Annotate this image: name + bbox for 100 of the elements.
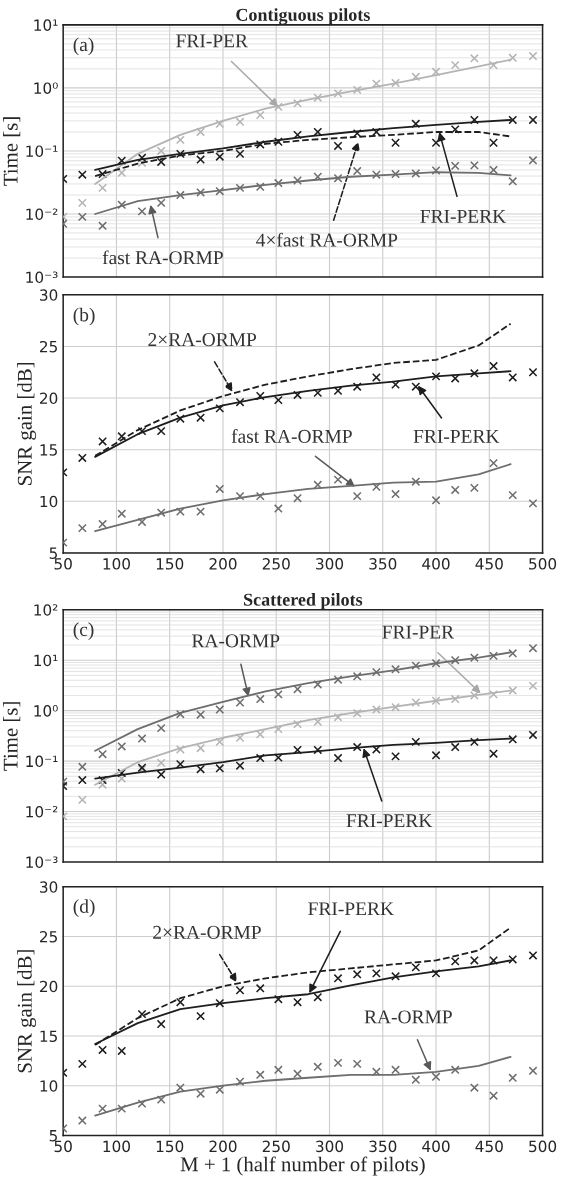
point bbox=[293, 684, 302, 694]
point bbox=[196, 743, 206, 753]
point bbox=[313, 388, 323, 398]
point bbox=[352, 85, 362, 95]
chart-title: Contiguous pilots bbox=[236, 8, 370, 25]
point bbox=[137, 1099, 147, 1109]
point bbox=[77, 762, 87, 772]
point bbox=[508, 115, 518, 125]
point bbox=[391, 78, 400, 88]
point bbox=[450, 374, 460, 383]
point bbox=[156, 1019, 166, 1029]
point bbox=[528, 155, 538, 165]
x-tick-label: 350 bbox=[369, 558, 397, 570]
y-tick-label: 10 bbox=[40, 495, 58, 508]
point bbox=[175, 759, 185, 769]
point bbox=[313, 992, 323, 1002]
point bbox=[528, 681, 538, 691]
point bbox=[156, 1095, 166, 1105]
point bbox=[411, 962, 421, 972]
x-tick-label: 100 bbox=[103, 558, 130, 570]
point bbox=[333, 1058, 343, 1068]
annotation: FRI-PER bbox=[176, 34, 248, 48]
point bbox=[450, 655, 460, 665]
point bbox=[469, 1083, 479, 1093]
point bbox=[313, 480, 323, 490]
point bbox=[255, 182, 265, 192]
point bbox=[528, 643, 538, 653]
point bbox=[431, 138, 441, 148]
point bbox=[371, 170, 381, 180]
point bbox=[215, 998, 225, 1008]
point bbox=[489, 458, 499, 468]
point bbox=[255, 491, 265, 501]
point bbox=[98, 519, 108, 529]
point bbox=[215, 186, 225, 196]
point bbox=[333, 675, 343, 685]
y-axis-title: Time [s] bbox=[3, 702, 21, 771]
point bbox=[117, 768, 127, 778]
annotation: FRI-PERK bbox=[346, 814, 433, 828]
point bbox=[411, 72, 421, 82]
point bbox=[117, 1046, 127, 1056]
y-tick-label: 30 bbox=[40, 881, 58, 893]
point bbox=[489, 689, 499, 699]
point bbox=[391, 751, 400, 761]
y-tick-label: 25 bbox=[39, 340, 57, 353]
point bbox=[528, 951, 538, 960]
point bbox=[528, 1066, 538, 1076]
point bbox=[98, 1045, 108, 1055]
point bbox=[469, 483, 479, 493]
point bbox=[508, 176, 518, 186]
point bbox=[371, 667, 381, 677]
x-tick-label: 450 bbox=[475, 1140, 503, 1153]
annotation: 2×RA-ORMP bbox=[153, 925, 261, 939]
point bbox=[175, 135, 185, 145]
point bbox=[489, 60, 499, 70]
point bbox=[411, 119, 421, 129]
point bbox=[255, 983, 265, 993]
point bbox=[196, 127, 206, 137]
point bbox=[215, 1085, 225, 1095]
point bbox=[333, 88, 343, 98]
point bbox=[98, 221, 108, 231]
point bbox=[508, 490, 518, 500]
point bbox=[255, 391, 265, 401]
x-tick-label: 400 bbox=[422, 1140, 450, 1153]
annotation: FRI-PERK bbox=[308, 902, 394, 916]
point bbox=[352, 1059, 362, 1069]
point bbox=[235, 1077, 245, 1087]
point bbox=[255, 753, 265, 763]
x-tick-label: 200 bbox=[209, 1140, 237, 1153]
point bbox=[508, 648, 518, 658]
point bbox=[411, 661, 421, 671]
point bbox=[528, 51, 538, 61]
point bbox=[175, 414, 185, 424]
point bbox=[175, 149, 185, 159]
point bbox=[431, 1072, 441, 1082]
point bbox=[391, 489, 400, 499]
point bbox=[469, 115, 479, 125]
point bbox=[77, 1059, 87, 1069]
point bbox=[391, 702, 400, 712]
point bbox=[215, 763, 225, 773]
x-tick-label: 200 bbox=[209, 558, 237, 570]
point bbox=[391, 1065, 400, 1075]
line-series bbox=[94, 463, 512, 533]
y-tick-label: 10⁰ bbox=[34, 705, 58, 717]
x-tick-label: 150 bbox=[156, 1140, 184, 1153]
point bbox=[98, 169, 108, 179]
y-tick-label: 5 bbox=[49, 1130, 57, 1142]
point bbox=[196, 155, 206, 165]
x-tick-label: 500 bbox=[529, 558, 557, 570]
point bbox=[431, 166, 441, 175]
point bbox=[528, 115, 538, 125]
point bbox=[508, 372, 518, 382]
y-axis-title: Time [s] bbox=[3, 117, 21, 186]
point bbox=[450, 742, 460, 752]
point bbox=[352, 491, 362, 501]
y-tick-label: 25 bbox=[39, 931, 57, 943]
point bbox=[528, 367, 538, 377]
point bbox=[489, 1091, 499, 1101]
point bbox=[117, 156, 127, 166]
point bbox=[371, 372, 381, 382]
point bbox=[450, 60, 460, 70]
